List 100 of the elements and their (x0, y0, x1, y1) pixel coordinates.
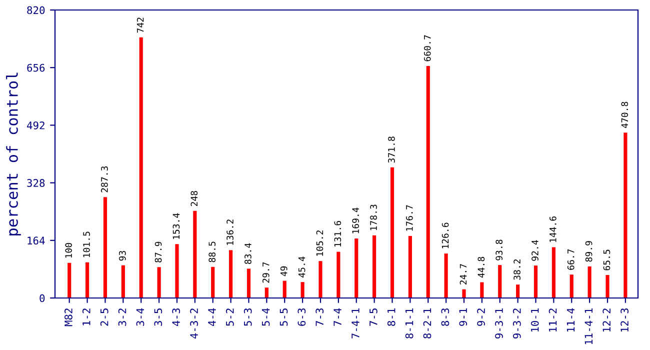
y-tick-label: 492 (26, 121, 44, 130)
data-label: 49 (280, 266, 288, 276)
bar (408, 236, 412, 298)
bar (498, 265, 502, 298)
x-tick-label: 7-5 (370, 308, 378, 326)
x-tick-label: 7-4-1 (352, 308, 360, 338)
x-tick-label: 5-3 (244, 308, 252, 326)
data-label: 136.2 (226, 220, 234, 245)
data-label: 87.9 (154, 242, 162, 262)
x-tick-label: 8-3 (441, 308, 450, 326)
x-tick-label: 4-4 (208, 308, 216, 326)
bar (372, 235, 376, 298)
bar (444, 254, 448, 298)
x-tick-label: 3-4 (136, 308, 144, 326)
bar (336, 252, 340, 298)
bar (300, 282, 304, 298)
data-label: 29.7 (262, 262, 270, 283)
x-tick-label: 12-3 (620, 308, 628, 332)
x-tick-label: 11-4 (566, 308, 575, 332)
data-label: 105.2 (316, 230, 324, 256)
data-label: 88.5 (208, 242, 216, 262)
x-tick-label: 9-3-2 (512, 308, 521, 338)
x-tick-label: 11-2 (548, 308, 557, 332)
data-label: 65.5 (603, 250, 610, 270)
bar (246, 268, 251, 298)
data-label: 92.4 (532, 240, 538, 261)
data-label: 131.6 (334, 221, 342, 247)
bar (606, 274, 610, 298)
data-label: 24.7 (460, 264, 467, 284)
bar (480, 282, 484, 298)
x-tick-label: 7-3 (316, 308, 324, 326)
data-label: 66.7 (567, 249, 574, 270)
data-label: 660.7 (424, 35, 431, 62)
data-label: 153.4 (172, 213, 180, 239)
data-label: 371.8 (388, 136, 395, 163)
data-label: 100 (65, 242, 72, 258)
bar (534, 266, 538, 298)
x-tick-label: 11-4-1 (584, 308, 592, 344)
data-label: 101.5 (83, 232, 90, 258)
x-tick-label: 5-2 (226, 308, 234, 326)
x-tick-label: 2-5 (100, 308, 108, 326)
bar (588, 266, 592, 298)
data-label: 93 (118, 250, 126, 261)
bar (624, 132, 628, 298)
x-tick-label: 4-3 (172, 308, 180, 326)
data-label: 38.2 (514, 259, 520, 280)
bar (570, 274, 574, 298)
x-tick-label: 3-5 (154, 308, 162, 326)
bar (121, 265, 125, 298)
data-label: 93.8 (496, 240, 503, 260)
data-label: 169.4 (352, 208, 360, 234)
x-tick-label: 8-2-1 (423, 308, 432, 338)
x-tick-label: 9-3-1 (495, 308, 503, 338)
bar (282, 280, 286, 298)
bar (462, 289, 466, 298)
x-tick-label: 9-1 (459, 308, 468, 326)
x-tick-label: 8-1 (387, 308, 396, 326)
data-label: 83.4 (244, 243, 252, 264)
bar (552, 247, 556, 298)
x-tick-label: 5-4 (262, 308, 270, 326)
y-axis-title: percent of control (6, 72, 21, 236)
data-label: 178.3 (370, 204, 377, 230)
data-label: 44.8 (478, 256, 485, 278)
data-label: 45.4 (298, 256, 306, 278)
data-label: 126.6 (442, 222, 449, 248)
bar (516, 284, 520, 298)
bar (68, 262, 72, 298)
data-label: 470.8 (621, 102, 628, 128)
data-label: 248 (190, 191, 198, 206)
y-tick-label: 820 (27, 6, 45, 14)
bar (139, 37, 143, 298)
bar (157, 267, 161, 298)
x-tick-label: 9-2 (477, 308, 485, 326)
y-tick-label: 164 (28, 236, 45, 245)
y-tick-label: 328 (27, 179, 45, 187)
x-tick-label: 12-2 (602, 308, 610, 332)
x-tick-label: 1-2 (82, 308, 90, 326)
data-label: 742 (136, 18, 144, 33)
bar (318, 261, 322, 298)
y-tick-label: 656 (27, 64, 45, 72)
x-tick-label: 6-3 (298, 308, 306, 326)
bar (211, 266, 215, 298)
x-tick-label: 3-2 (118, 308, 126, 326)
data-label: 144.6 (550, 216, 556, 242)
x-tick-label: 8-1-1 (405, 308, 414, 338)
bar (103, 197, 108, 298)
bar (229, 250, 233, 298)
bar (390, 167, 394, 298)
bar (85, 262, 90, 298)
x-tick-label: 10-1 (530, 308, 539, 332)
x-tick-label: 4-3-2 (190, 308, 198, 339)
data-label: 176.7 (406, 205, 413, 231)
bar (354, 238, 358, 298)
data-label: 287.3 (101, 166, 108, 192)
x-tick-label: M82 (64, 308, 72, 326)
bar (426, 66, 430, 298)
x-tick-label: 7-4 (334, 308, 342, 326)
bar (264, 288, 268, 298)
bar (175, 244, 179, 298)
data-label: 89.9 (585, 241, 592, 262)
